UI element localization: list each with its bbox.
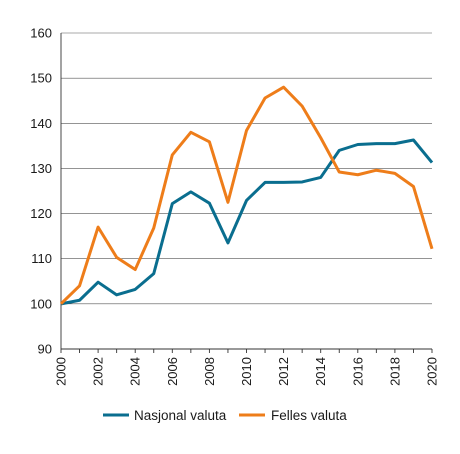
y-tick-labels: 90 100 110 120 130 140 150 160 <box>30 26 52 357</box>
y-tick-label: 120 <box>30 206 52 221</box>
x-tick-label: 2014 <box>313 357 328 386</box>
y-tick-label: 130 <box>30 161 52 176</box>
x-tick-label: 2004 <box>128 357 143 386</box>
x-tick-label: 2008 <box>202 357 217 386</box>
x-tick-label: 2010 <box>239 357 254 386</box>
x-tick-labels: 2000 2002 2004 2006 2008 2010 2012 2014 2016 2018… <box>54 357 440 386</box>
y-tick-label: 150 <box>30 71 52 86</box>
y-tick-label: 160 <box>30 26 52 41</box>
x-tick-label: 2012 <box>276 357 291 386</box>
y-tick-label: 100 <box>30 296 52 311</box>
y-tick-label: 110 <box>31 251 52 266</box>
y-tick-label: 140 <box>30 116 52 131</box>
x-tick-label: 2018 <box>387 357 402 386</box>
series-line-felles-valuta <box>59 85 434 305</box>
legend: Nasjonal valuta Felles valuta <box>103 408 347 423</box>
legend-label: Nasjonal valuta <box>134 408 227 423</box>
x-tick-label: 2020 <box>425 357 440 386</box>
y-tick-label: 90 <box>38 342 52 357</box>
x-tick-label: 2016 <box>350 357 365 386</box>
axes <box>60 33 433 353</box>
legend-label: Felles valuta <box>271 408 347 423</box>
x-tick-label: 2002 <box>91 357 106 386</box>
series-lines <box>59 85 434 306</box>
grid-lines <box>61 32 432 350</box>
x-tick-label: 2000 <box>54 357 69 386</box>
series-line-nasjonal-valuta <box>60 138 434 306</box>
x-tick-label: 2006 <box>165 357 180 386</box>
